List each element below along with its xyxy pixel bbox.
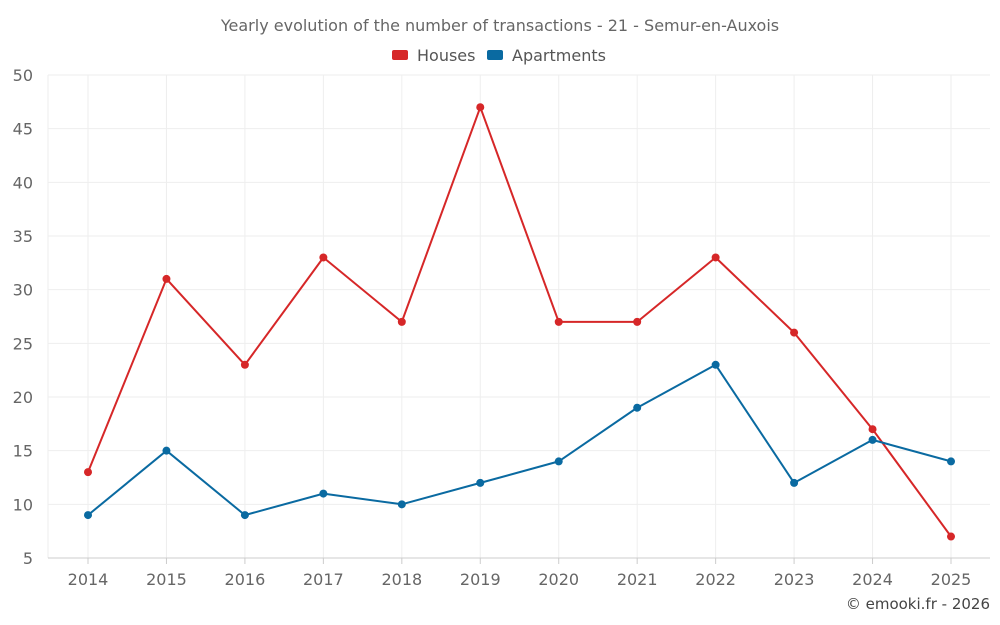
data-point-houses (397, 317, 406, 326)
x-tick-label: 2014 (68, 570, 109, 589)
y-tick-label: 40 (13, 173, 33, 192)
data-point-apartments (554, 457, 563, 466)
x-tick-label: 2017 (303, 570, 344, 589)
legend: Houses Apartments (392, 46, 606, 65)
data-point-houses (240, 360, 249, 369)
data-point-houses (554, 317, 563, 326)
x-tick-label: 2021 (617, 570, 658, 589)
data-point-apartments (947, 457, 955, 466)
series-houses (84, 103, 955, 541)
y-tick-label: 50 (13, 66, 33, 85)
data-point-apartments (476, 478, 485, 487)
y-tick-label: 25 (13, 334, 33, 353)
chart-title: Yearly evolution of the number of transa… (220, 16, 779, 35)
series-line-apartments (87, 363, 952, 517)
credit-text: © emooki.fr - 2026 (846, 595, 990, 613)
data-point-apartments (319, 489, 328, 498)
x-tick-label: 2018 (381, 570, 422, 589)
data-point-houses (476, 103, 485, 112)
legend-swatch-apartments (487, 50, 503, 60)
data-point-apartments (711, 360, 720, 369)
data-point-apartments (633, 403, 642, 412)
data-point-apartments (162, 446, 171, 455)
y-tick-label: 5 (23, 549, 33, 568)
data-point-houses (947, 532, 955, 541)
x-tick-label: 2020 (538, 570, 579, 589)
data-point-apartments (84, 511, 92, 520)
y-tick-label: 20 (13, 388, 33, 407)
data-point-apartments (397, 500, 406, 509)
y-tick-label: 30 (13, 281, 33, 300)
legend-label-houses: Houses (417, 46, 475, 65)
y-tick-label: 10 (13, 495, 33, 514)
legend-label-apartments: Apartments (512, 46, 606, 65)
x-tick-label: 2019 (460, 570, 501, 589)
data-point-apartments (868, 435, 877, 444)
series (84, 103, 955, 541)
series-line-houses (87, 106, 952, 538)
x-tick-label: 2025 (931, 570, 972, 589)
x-tick-label: 2022 (695, 570, 736, 589)
series-apartments (84, 360, 955, 520)
x-tick-label: 2023 (774, 570, 815, 589)
data-point-houses (84, 468, 92, 477)
data-point-houses (633, 317, 642, 326)
grid (47, 74, 990, 558)
data-point-apartments (240, 511, 249, 520)
data-point-houses (868, 425, 877, 434)
data-point-houses (711, 253, 720, 262)
data-point-apartments (790, 478, 799, 487)
y-tick-label: 35 (13, 227, 33, 246)
x-tick-label: 2016 (225, 570, 266, 589)
y-tick-label: 45 (13, 120, 33, 139)
data-point-houses (790, 328, 799, 337)
y-tick-label: 15 (13, 442, 33, 461)
data-point-houses (162, 274, 171, 283)
x-tick-label: 2024 (852, 570, 893, 589)
x-tick-label: 2015 (146, 570, 187, 589)
data-point-houses (319, 253, 328, 262)
legend-swatch-houses (392, 50, 408, 60)
